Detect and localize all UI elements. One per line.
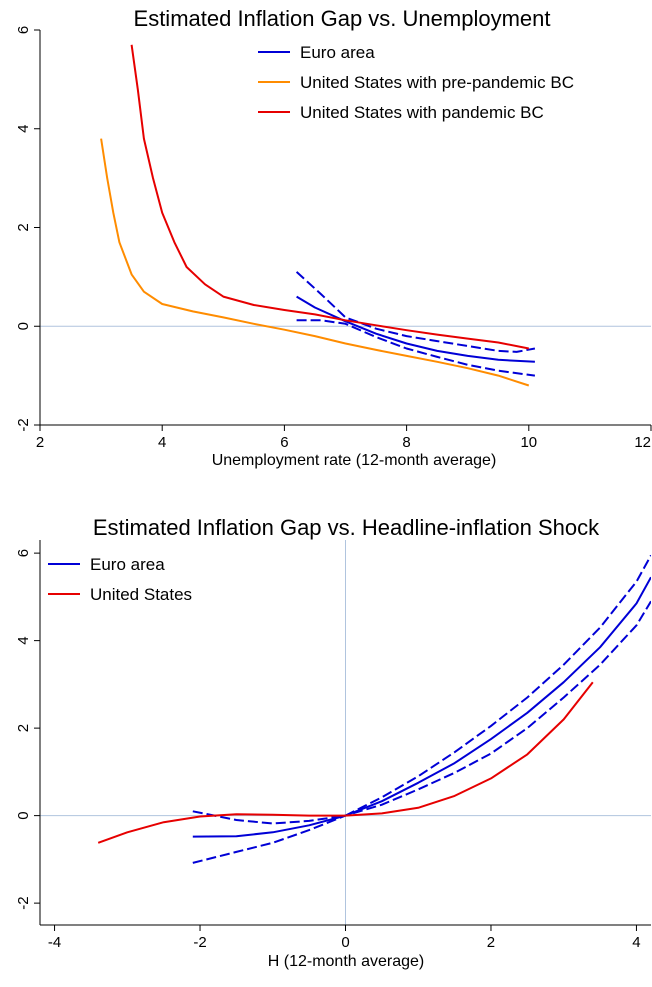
headline-shock-chart-panel: Estimated Inflation Gap vs. Headline-inf… bbox=[0, 505, 652, 987]
legend-label: United States bbox=[90, 585, 192, 604]
legend-label: Euro area bbox=[300, 43, 375, 62]
x-tick-label: 0 bbox=[341, 934, 349, 951]
y-tick-label: 4 bbox=[15, 636, 32, 644]
x-tick-label: -4 bbox=[48, 934, 61, 951]
y-tick-label: 0 bbox=[15, 811, 32, 819]
x-tick-label: 12 bbox=[634, 434, 651, 451]
x-tick-label: 8 bbox=[402, 434, 410, 451]
series-line-euro-area bbox=[296, 295, 535, 363]
y-tick-label: 6 bbox=[15, 549, 32, 557]
series-line-euro-area-ci-lower bbox=[296, 319, 536, 377]
headline-shock-chart-svg: -4 -2 0 2 4 -2 0 2 4 6 Euro area United States bbox=[15, 540, 651, 951]
legend-label: Euro area bbox=[90, 555, 165, 574]
y-tick-label: -2 bbox=[15, 896, 32, 909]
y-tick-label: 2 bbox=[15, 724, 32, 732]
x-tick-label: 10 bbox=[520, 434, 537, 451]
y-tick-label: 4 bbox=[15, 125, 32, 133]
series-line-united-states-with-pre-pandemic-bc bbox=[100, 138, 530, 387]
legend-label: United States with pandemic BC bbox=[300, 103, 544, 122]
unemployment-chart-svg: 2 4 6 8 10 12 -2 0 2 4 6 Euro area United States wit… bbox=[15, 26, 652, 451]
series-line-euro-area-ci-upper bbox=[295, 271, 536, 353]
x-tick-label: 4 bbox=[632, 934, 640, 951]
x-tick-label: -2 bbox=[193, 934, 206, 951]
y-tick-label: 6 bbox=[15, 26, 32, 34]
x-tick-label: 2 bbox=[487, 934, 495, 951]
y-tick-label: 2 bbox=[15, 223, 32, 231]
series-line-euro-area-ci-lower bbox=[192, 600, 651, 864]
unemployment-chart-panel: Estimated Inflation Gap vs. Unemployment… bbox=[0, 0, 652, 480]
y-tick-label: -2 bbox=[15, 418, 32, 431]
x-axis-label: H (12-month average) bbox=[267, 953, 425, 970]
x-axis-label: Unemployment rate (12-month average) bbox=[211, 452, 497, 469]
y-tick-label: 0 bbox=[15, 322, 32, 330]
series-line-euro-area-ci-upper bbox=[192, 554, 651, 825]
chart-title: Estimated Inflation Gap vs. Headline-inf… bbox=[92, 515, 600, 540]
series-line-united-states bbox=[97, 681, 594, 844]
series-line-euro-area bbox=[192, 576, 651, 838]
x-tick-label: 2 bbox=[36, 434, 44, 451]
x-tick-label: 6 bbox=[280, 434, 288, 451]
series-line-united-states-with-pandemic-bc bbox=[130, 44, 529, 350]
legend-label: United States with pre-pandemic BC bbox=[300, 73, 574, 92]
chart-title: Estimated Inflation Gap vs. Unemployment bbox=[133, 6, 551, 31]
x-tick-label: 4 bbox=[158, 434, 166, 451]
